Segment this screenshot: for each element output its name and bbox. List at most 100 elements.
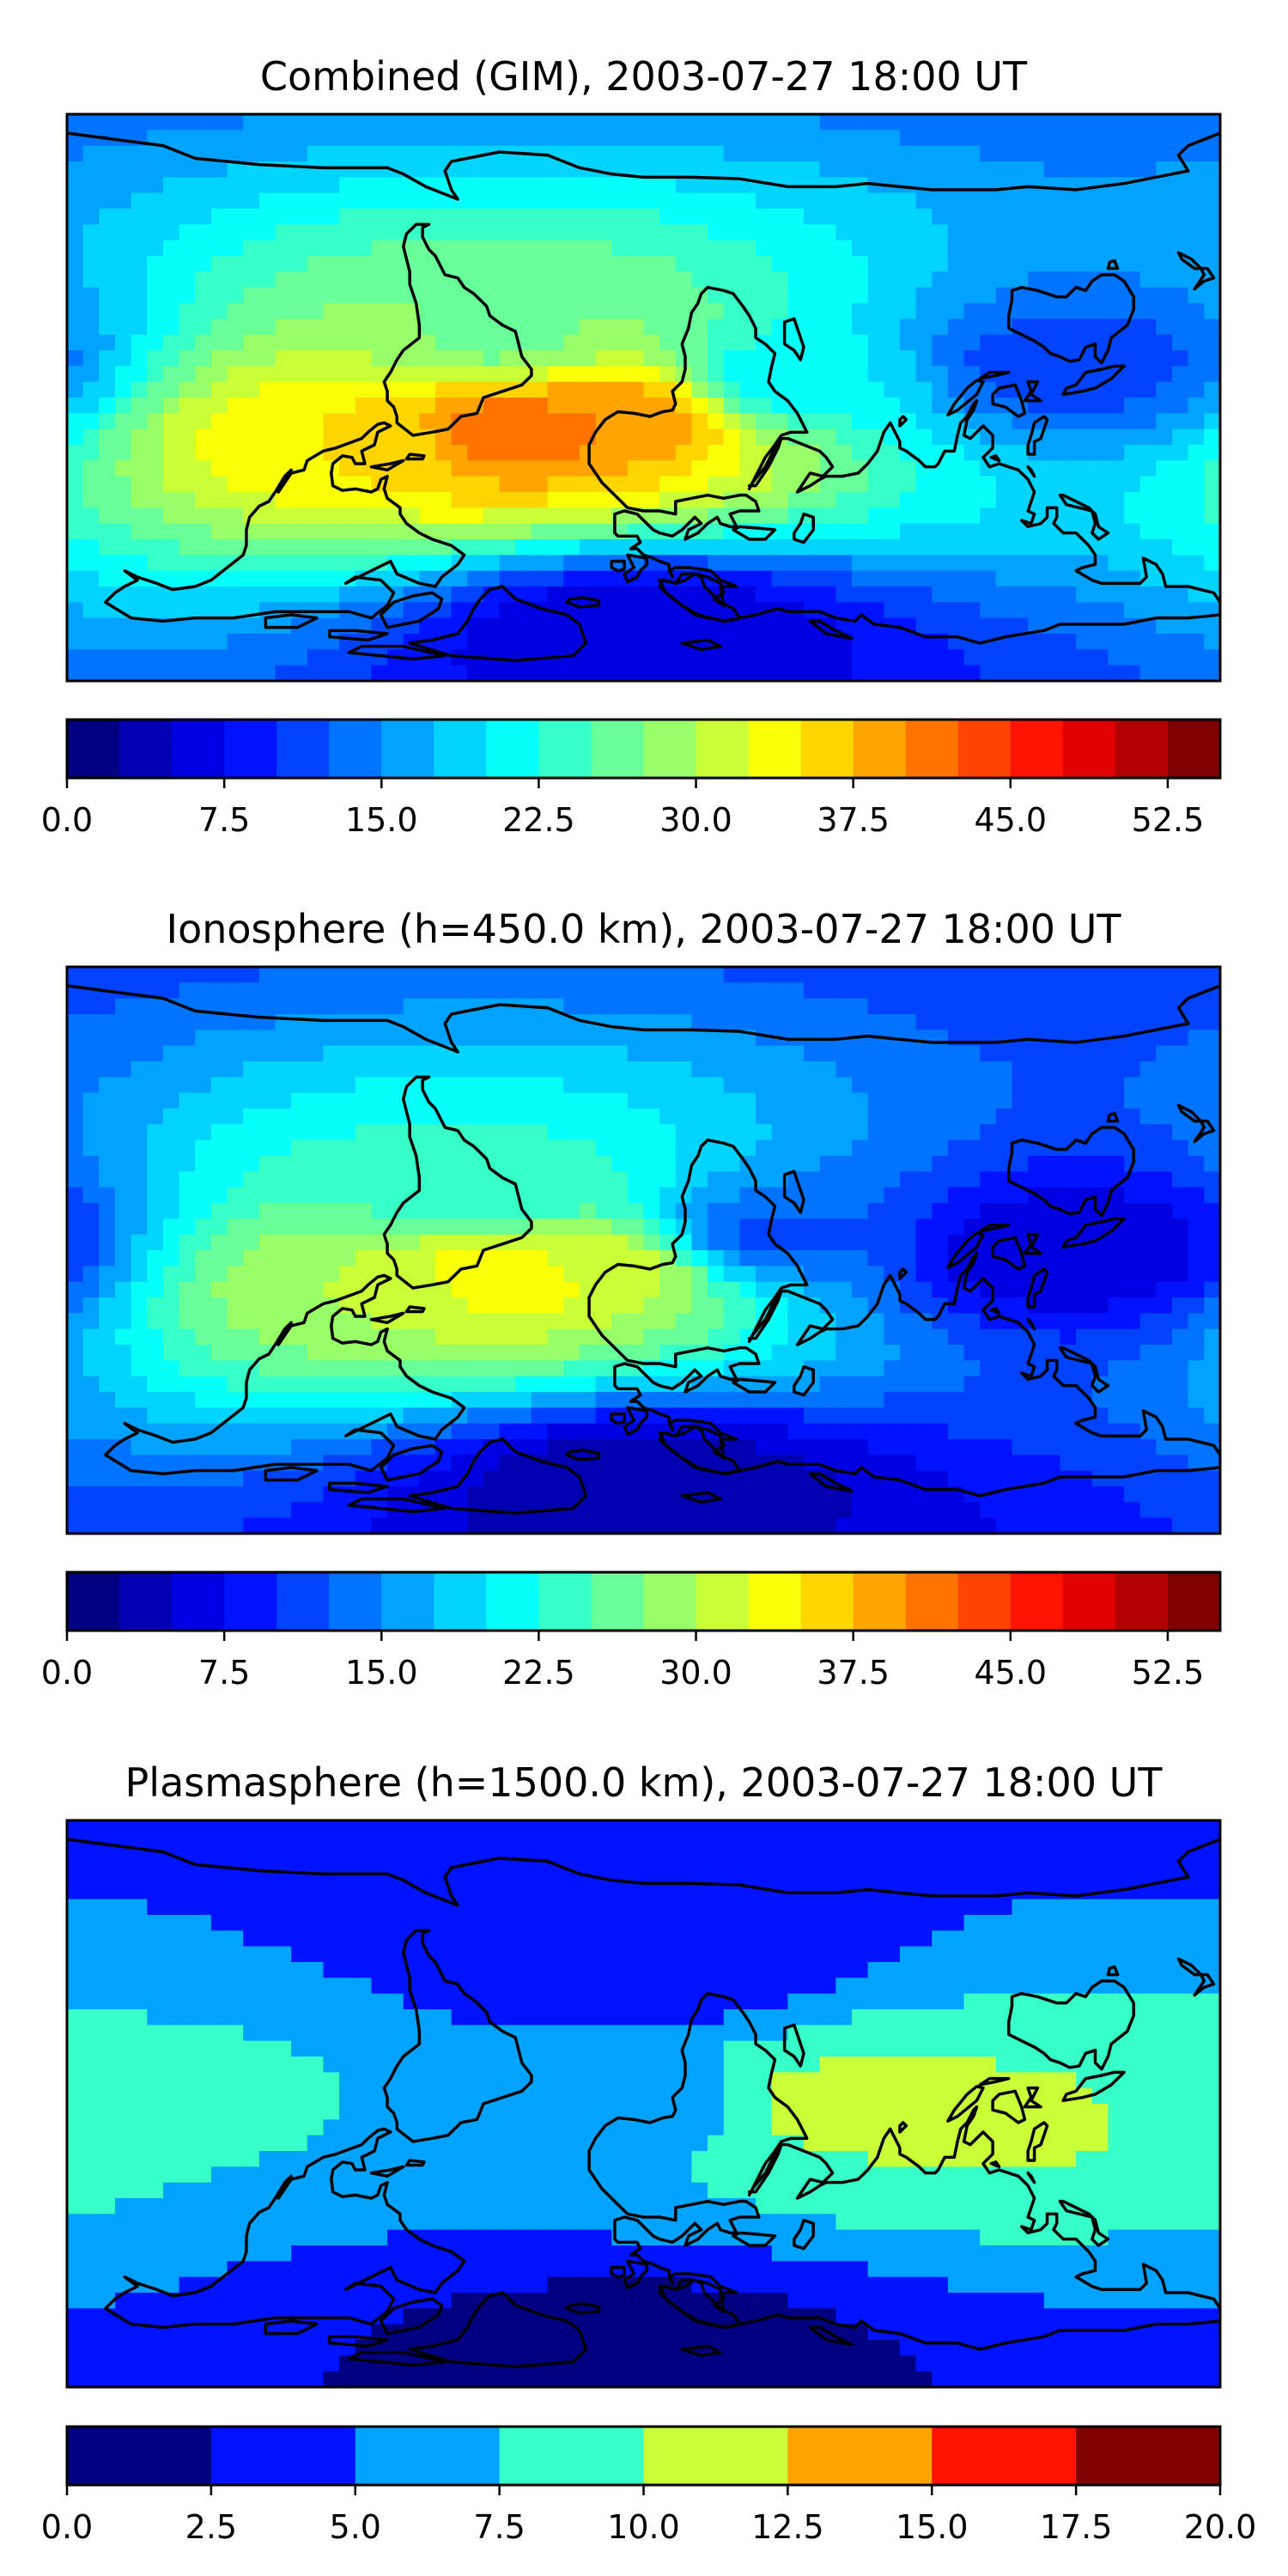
- contour-cell: [339, 460, 356, 477]
- contour-cell: [1060, 1124, 1077, 1141]
- contour-cell: [595, 1109, 612, 1126]
- contour-cell: [243, 1109, 260, 1126]
- contour-cell: [867, 1313, 885, 1330]
- contour-cell: [1139, 1392, 1157, 1409]
- contour-cell: [483, 1092, 501, 1109]
- contour-cell: [483, 1030, 501, 1047]
- contour-cell: [980, 1124, 997, 1141]
- contour-cell: [258, 1328, 276, 1346]
- contour-cell: [595, 1281, 612, 1298]
- contour-cell: [114, 539, 132, 556]
- contour-cell: [691, 967, 708, 984]
- contour-cell: [99, 1109, 116, 1126]
- contour-cell: [179, 398, 197, 415]
- contour-cell: [147, 1266, 164, 1283]
- contour-cell: [819, 1139, 837, 1157]
- contour-cell: [1139, 1156, 1157, 1173]
- contour-cell: [451, 428, 469, 446]
- contour-cell: [195, 114, 212, 131]
- contour-cell: [499, 1187, 517, 1204]
- contour-cell: [483, 1109, 501, 1126]
- contour-cell: [627, 982, 645, 999]
- contour-cell: [1172, 634, 1189, 651]
- contour-cell: [467, 177, 484, 194]
- contour-cell: [547, 586, 565, 604]
- contour-cell: [1076, 1156, 1093, 1173]
- contour-cell: [82, 602, 100, 619]
- contour-cell: [627, 271, 645, 289]
- contour-cell: [1124, 1439, 1141, 1456]
- contour-cell: [275, 523, 292, 540]
- contour-cell: [515, 1109, 532, 1126]
- contour-cell: [1012, 256, 1029, 273]
- contour-cell: [258, 998, 276, 1015]
- contour-cell: [275, 366, 292, 383]
- contour-cell: [1043, 366, 1061, 383]
- contour-cell: [1028, 1423, 1045, 1440]
- contour-cell: [291, 1234, 308, 1251]
- contour-cell: [579, 350, 597, 368]
- contour-cell: [387, 303, 404, 320]
- contour-cell: [1139, 114, 1157, 131]
- contour-cell: [835, 1092, 853, 1109]
- contour-cell: [756, 287, 773, 304]
- contour-cell: [1091, 114, 1109, 131]
- contour-cell: [547, 1077, 565, 1094]
- contour-cell: [675, 1328, 693, 1346]
- contour-cell: [435, 1156, 453, 1173]
- contour-cell: [804, 982, 821, 999]
- contour-cell: [435, 476, 453, 493]
- contour-cell: [1124, 998, 1141, 1015]
- contour-cell: [1156, 1139, 1173, 1157]
- contour-cell: [1043, 998, 1061, 1015]
- contour-cell: [932, 1203, 949, 1220]
- contour-cell: [82, 130, 100, 147]
- contour-cell: [467, 1124, 484, 1141]
- contour-cell: [195, 350, 212, 368]
- contour-cell: [867, 303, 885, 320]
- contour-cell: [307, 303, 325, 320]
- contour-cell: [243, 287, 260, 304]
- contour-cell: [1156, 967, 1173, 984]
- contour-cell: [307, 1423, 325, 1440]
- contour-cell: [515, 507, 532, 525]
- contour-cell: [980, 617, 997, 635]
- contour-cell: [723, 381, 741, 398]
- contour-cell: [1139, 271, 1157, 289]
- contour-cell: [804, 381, 821, 398]
- contour-cell: [611, 350, 629, 368]
- contour-cell: [131, 1014, 149, 1031]
- contour-cell: [915, 1328, 933, 1346]
- contour-cell: [179, 617, 197, 635]
- contour-cell: [131, 586, 149, 604]
- contour-cell: [851, 1297, 869, 1315]
- contour-cell: [147, 1455, 164, 1472]
- contour-cell: [82, 177, 100, 194]
- contour-cell: [884, 492, 901, 509]
- map-frame: [65, 112, 1222, 683]
- contour-cell: [1012, 1109, 1029, 1126]
- contour-cell: [499, 1423, 517, 1440]
- contour-cell: [804, 492, 821, 509]
- contour-cell: [739, 617, 756, 635]
- contour-cell: [963, 240, 981, 257]
- contour-cell: [451, 1455, 469, 1472]
- contour-cell: [899, 319, 917, 336]
- contour-cell: [643, 1297, 660, 1315]
- contour-cell: [82, 1077, 100, 1094]
- contour-cell: [291, 271, 308, 289]
- contour-cell: [659, 224, 677, 241]
- contour-cell: [643, 1139, 660, 1157]
- contour-cell: [371, 1077, 388, 1094]
- contour-cell: [804, 319, 821, 336]
- contour-cell: [835, 1266, 853, 1283]
- contour-cell: [579, 1171, 597, 1188]
- contour-cell: [82, 1234, 100, 1251]
- contour-cell: [499, 460, 517, 477]
- contour-cell: [899, 1423, 917, 1440]
- contour-cell: [499, 130, 517, 147]
- contour-cell: [419, 476, 436, 493]
- contour-cell: [915, 1297, 933, 1315]
- contour-cell: [483, 1139, 501, 1157]
- contour-cell: [515, 130, 532, 147]
